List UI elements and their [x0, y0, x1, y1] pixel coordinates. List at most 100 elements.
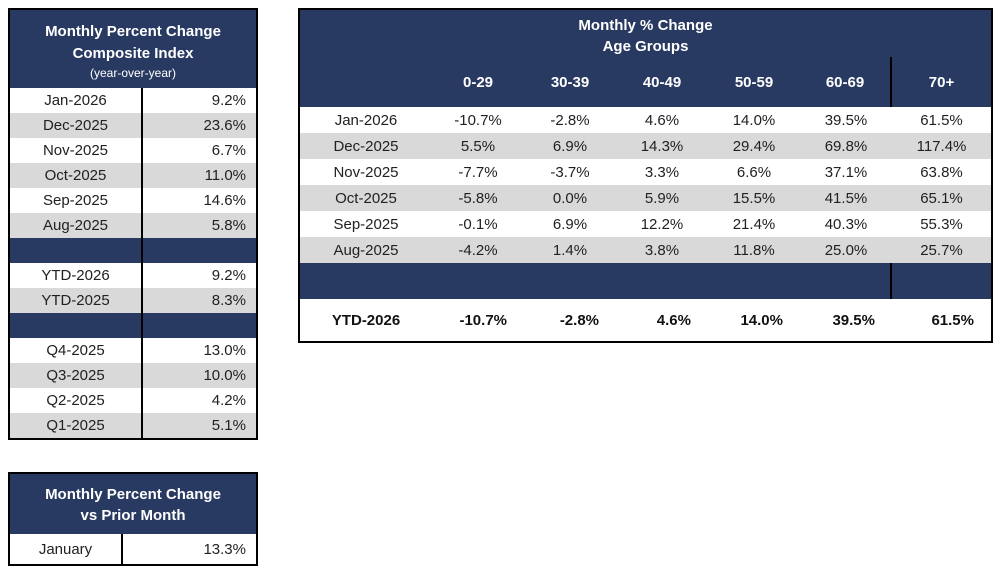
row-label: January — [10, 534, 123, 564]
composite-title-line2: Composite Index — [72, 45, 194, 62]
cell-value: 4.6% — [656, 311, 691, 329]
cell-value: 63.8% — [920, 163, 963, 181]
row-value: 8.3% — [211, 292, 246, 309]
column-header: 70+ — [928, 73, 955, 91]
cell-value: 4.6% — [644, 111, 680, 129]
row-label: Sep-2025 — [333, 215, 399, 233]
table-row: Oct-2025 -5.8% 0.0% 5.9% 15.5% 41.5% 65.… — [300, 185, 991, 211]
column-header-empty — [300, 57, 432, 107]
cell-value: 3.8% — [644, 241, 680, 259]
column-header: 30-39 — [550, 73, 590, 91]
table-row: Q3-2025 10.0% — [10, 363, 256, 388]
table-row: YTD-2025 8.3% — [10, 288, 256, 313]
cell-value: 21.4% — [732, 215, 776, 233]
row-value: 23.6% — [203, 117, 246, 134]
row-label: Nov-2025 — [10, 138, 143, 163]
row-value: 13.0% — [203, 342, 246, 359]
table-row: Jan-2026 -10.7% -2.8% 4.6% 14.0% 39.5% 6… — [300, 107, 991, 133]
table-row: Dec-2025 5.5% 6.9% 14.3% 29.4% 69.8% 117… — [300, 133, 991, 159]
composite-index-table: Monthly Percent Change Composite Index (… — [8, 8, 258, 440]
cell-value: 39.5% — [824, 111, 868, 129]
table-row: YTD-2026 9.2% — [10, 263, 256, 288]
row-label: YTD-2026 — [10, 263, 143, 288]
cell-value: -5.8% — [458, 189, 498, 207]
table-row: Q2-2025 4.2% — [10, 388, 256, 413]
row-value: 5.8% — [211, 217, 246, 234]
row-value: 6.7% — [211, 142, 246, 159]
cell-value: 6.6% — [736, 163, 772, 181]
row-label: Nov-2025 — [333, 163, 399, 181]
separator-row — [300, 263, 991, 299]
cell-value: 41.5% — [824, 189, 868, 207]
table-row: Oct-2025 11.0% — [10, 163, 256, 188]
cell-value: 3.3% — [644, 163, 680, 181]
row-label: Dec-2025 — [10, 113, 143, 138]
table-row: Jan-2026 9.2% — [10, 88, 256, 113]
row-value: 9.2% — [211, 267, 246, 284]
age-table-column-headers: 0-29 30-39 40-49 50-59 60-69 70+ — [300, 57, 991, 107]
cell-value: 5.9% — [644, 189, 680, 207]
cell-value: 61.5% — [920, 111, 963, 129]
prior-month-table-header: Monthly Percent Change vs Prior Month — [10, 474, 256, 534]
table-row: January 13.3% — [10, 534, 256, 564]
row-label: Q1-2025 — [10, 413, 143, 438]
row-value: 5.1% — [211, 417, 246, 434]
table-row: Nov-2025 6.7% — [10, 138, 256, 163]
cell-value: -2.8% — [559, 311, 599, 329]
row-value: 14.6% — [203, 192, 246, 209]
composite-table-header: Monthly Percent Change Composite Index (… — [10, 10, 256, 88]
cell-value: -2.8% — [550, 111, 590, 129]
cell-value: 15.5% — [732, 189, 776, 207]
column-header: 0-29 — [462, 73, 494, 91]
composite-title-line1: Monthly Percent Change — [45, 23, 221, 40]
prior-month-title-line1: Monthly Percent Change — [45, 486, 221, 503]
separator-row — [10, 313, 256, 338]
cell-value: 65.1% — [920, 189, 963, 207]
age-table-title-line2: Age Groups — [602, 38, 689, 55]
cell-value: 55.3% — [920, 215, 963, 233]
cell-value: -3.7% — [550, 163, 590, 181]
cell-value: -0.1% — [458, 215, 498, 233]
age-groups-table: Monthly % Change Age Groups 0-29 30-39 4… — [298, 8, 993, 343]
row-value: 10.0% — [203, 367, 246, 384]
row-label: Dec-2025 — [333, 137, 399, 155]
row-label: Aug-2025 — [10, 213, 143, 238]
composite-subtitle: (year-over-year) — [89, 66, 176, 80]
cell-value: 12.2% — [640, 215, 684, 233]
table-row: Aug-2025 5.8% — [10, 213, 256, 238]
cell-value: 117.4% — [916, 137, 967, 155]
column-header: 40-49 — [642, 73, 682, 91]
cell-value: 40.3% — [824, 215, 868, 233]
column-header: 50-59 — [734, 73, 774, 91]
row-label: Q4-2025 — [10, 338, 143, 363]
row-value: 11.0% — [204, 167, 246, 184]
cell-value: 29.4% — [732, 137, 776, 155]
cell-value: 14.3% — [640, 137, 684, 155]
row-label: Jan-2026 — [10, 88, 143, 113]
prior-month-title-line2: vs Prior Month — [80, 507, 186, 524]
cell-value: 25.7% — [920, 241, 963, 259]
cell-value: -7.7% — [458, 163, 498, 181]
cell-value: 11.8% — [733, 241, 775, 259]
row-label: Q3-2025 — [10, 363, 143, 388]
row-label: YTD-2025 — [10, 288, 143, 313]
age-table-title-line1: Monthly % Change — [578, 17, 713, 34]
cell-value: -10.7% — [459, 311, 507, 329]
row-label: Sep-2025 — [10, 188, 143, 213]
age-table-header: Monthly % Change Age Groups 0-29 30-39 4… — [300, 10, 991, 107]
cell-value: 6.9% — [552, 215, 588, 233]
cell-value: 6.9% — [552, 137, 588, 155]
table-row: Nov-2025 -7.7% -3.7% 3.3% 6.6% 37.1% 63.… — [300, 159, 991, 185]
cell-value: 25.0% — [824, 241, 868, 259]
row-value: 9.2% — [211, 92, 246, 109]
cell-value: 0.0% — [552, 189, 588, 207]
row-label: Jan-2026 — [334, 111, 398, 129]
cell-value: 61.5% — [931, 311, 974, 329]
table-row: Dec-2025 23.6% — [10, 113, 256, 138]
row-value: 13.3% — [203, 540, 246, 558]
row-label: Oct-2025 — [10, 163, 143, 188]
row-value: 4.2% — [211, 392, 246, 409]
table-row: Sep-2025 14.6% — [10, 188, 256, 213]
row-label: Aug-2025 — [333, 241, 399, 259]
